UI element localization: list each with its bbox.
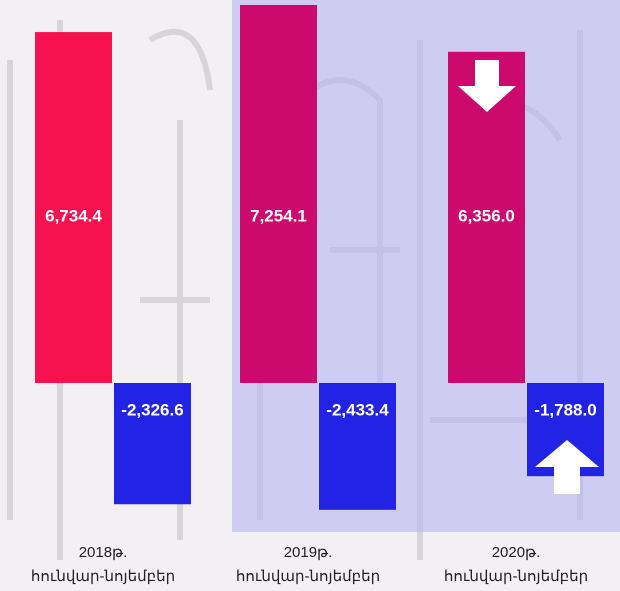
- category-label: 2019թ.: [284, 544, 333, 561]
- category-label: հունվար-նոյեմբեր: [31, 568, 175, 585]
- up-arrow: [535, 440, 599, 494]
- bar: [114, 383, 191, 505]
- bar: [35, 32, 112, 384]
- value-label: -2,433.4: [326, 400, 389, 419]
- bar: [240, 4, 317, 384]
- bar: [319, 383, 396, 510]
- down-arrow: [458, 60, 516, 112]
- category-label: հունվար-նոյեմբեր: [236, 568, 380, 585]
- value-label: 6,734.4: [45, 206, 102, 225]
- category-label: 2018թ.: [79, 544, 128, 561]
- category-label: հունվար-նոյեմբեր: [444, 568, 588, 585]
- value-label: 6,356.0: [458, 206, 515, 225]
- value-label: -2,326.6: [121, 400, 183, 419]
- category-label: 2020թ.: [492, 544, 541, 561]
- value-label: 7,254.1: [250, 206, 307, 225]
- value-label: -1,788.0: [534, 400, 596, 419]
